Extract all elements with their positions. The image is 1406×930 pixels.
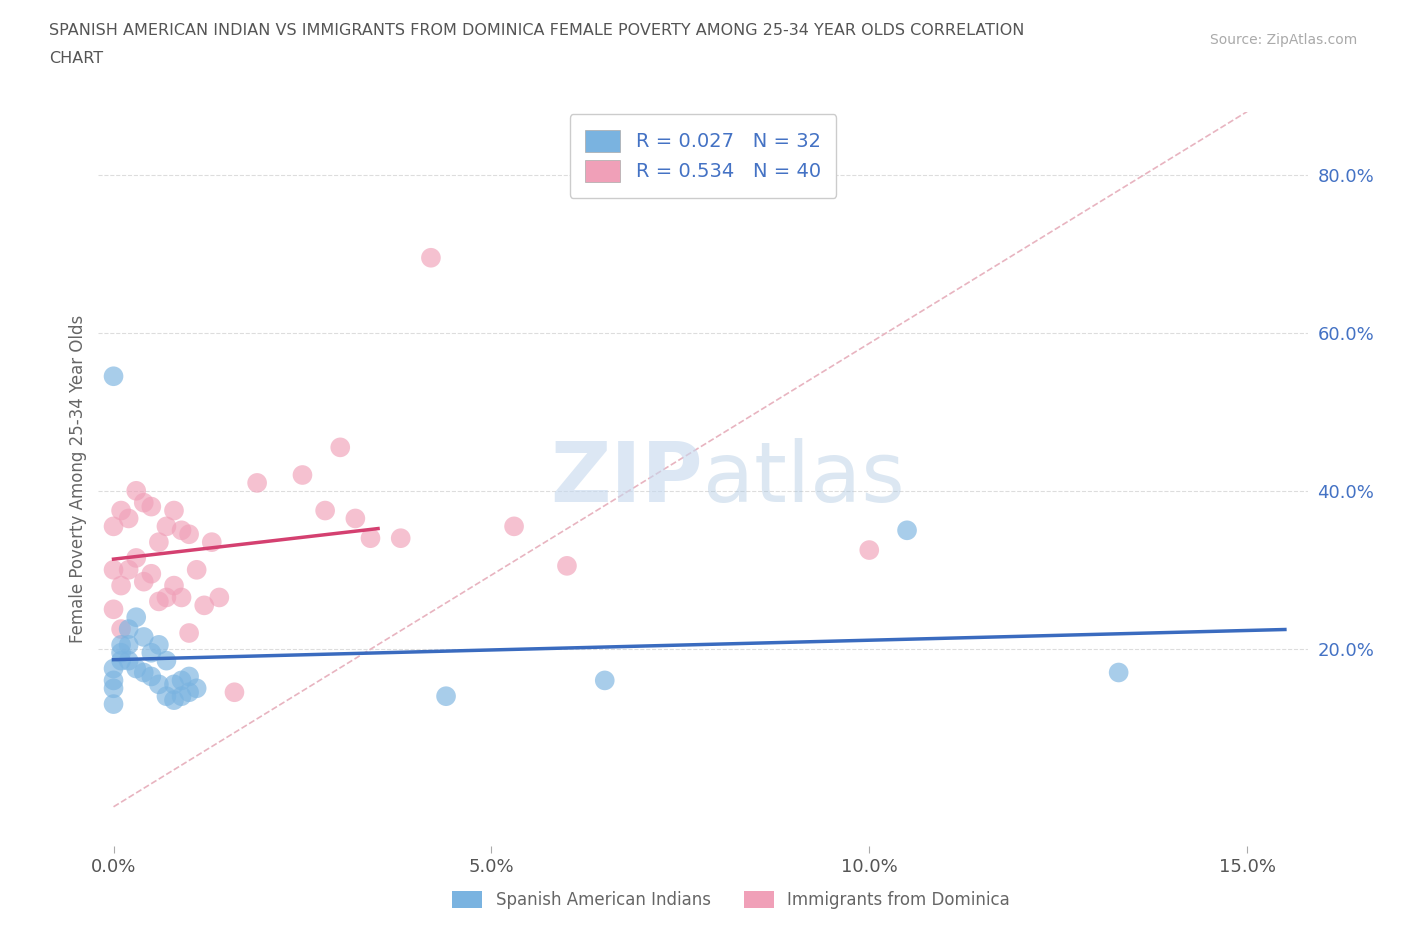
Point bbox=[155, 689, 177, 704]
Point bbox=[155, 653, 177, 668]
Point bbox=[179, 684, 201, 699]
Point bbox=[170, 689, 193, 704]
Point bbox=[163, 693, 186, 708]
Point bbox=[170, 523, 193, 538]
Point bbox=[420, 250, 443, 265]
Point bbox=[858, 542, 880, 557]
Point bbox=[110, 637, 132, 652]
Point bbox=[208, 590, 231, 604]
Text: CHART: CHART bbox=[49, 51, 103, 66]
Text: atlas: atlas bbox=[703, 438, 904, 520]
Point bbox=[186, 681, 208, 696]
Point bbox=[344, 511, 367, 525]
Point bbox=[118, 511, 141, 525]
Legend: R = 0.027   N = 32, R = 0.534   N = 40: R = 0.027 N = 32, R = 0.534 N = 40 bbox=[569, 114, 837, 198]
Point bbox=[201, 535, 224, 550]
Point bbox=[103, 519, 125, 534]
Point bbox=[118, 653, 141, 668]
Point bbox=[132, 495, 155, 510]
Point bbox=[896, 523, 918, 538]
Text: Source: ZipAtlas.com: Source: ZipAtlas.com bbox=[1209, 33, 1357, 46]
Point bbox=[125, 551, 148, 565]
Point bbox=[1108, 665, 1130, 680]
Point bbox=[103, 369, 125, 384]
Point bbox=[163, 503, 186, 518]
Point bbox=[179, 669, 201, 684]
Text: SPANISH AMERICAN INDIAN VS IMMIGRANTS FROM DOMINICA FEMALE POVERTY AMONG 25-34 Y: SPANISH AMERICAN INDIAN VS IMMIGRANTS FR… bbox=[49, 23, 1025, 38]
Point bbox=[132, 665, 155, 680]
Text: ZIP: ZIP bbox=[551, 438, 703, 520]
Point bbox=[125, 610, 148, 625]
Point bbox=[163, 677, 186, 692]
Point bbox=[179, 526, 201, 541]
Point bbox=[103, 697, 125, 711]
Point bbox=[246, 475, 269, 490]
Point bbox=[314, 503, 336, 518]
Point bbox=[291, 468, 314, 483]
Point bbox=[555, 558, 578, 573]
Point bbox=[593, 673, 616, 688]
Point bbox=[141, 566, 163, 581]
Point bbox=[132, 630, 155, 644]
Point bbox=[118, 563, 141, 578]
Y-axis label: Female Poverty Among 25-34 Year Olds: Female Poverty Among 25-34 Year Olds bbox=[69, 315, 87, 643]
Point bbox=[141, 645, 163, 660]
Point bbox=[148, 637, 170, 652]
Point bbox=[148, 594, 170, 609]
Point bbox=[110, 621, 132, 636]
Point bbox=[186, 563, 208, 578]
Point bbox=[118, 637, 141, 652]
Point bbox=[103, 681, 125, 696]
Point bbox=[193, 598, 215, 613]
Point bbox=[125, 661, 148, 676]
Point bbox=[360, 531, 382, 546]
Point bbox=[103, 673, 125, 688]
Point bbox=[170, 673, 193, 688]
Point bbox=[155, 519, 177, 534]
Point bbox=[103, 661, 125, 676]
Point bbox=[148, 535, 170, 550]
Point bbox=[132, 574, 155, 589]
Point bbox=[103, 563, 125, 578]
Point bbox=[110, 653, 132, 668]
Point bbox=[503, 519, 526, 534]
Point bbox=[224, 684, 246, 699]
Point bbox=[389, 531, 412, 546]
Point bbox=[170, 590, 193, 604]
Point bbox=[148, 677, 170, 692]
Point bbox=[141, 669, 163, 684]
Point bbox=[179, 626, 201, 641]
Point bbox=[155, 590, 177, 604]
Point bbox=[125, 484, 148, 498]
Point bbox=[329, 440, 352, 455]
Point bbox=[110, 503, 132, 518]
Point bbox=[141, 499, 163, 514]
Point bbox=[434, 689, 457, 704]
Legend: Spanish American Indians, Immigrants from Dominica: Spanish American Indians, Immigrants fro… bbox=[444, 883, 1018, 917]
Point bbox=[103, 602, 125, 617]
Point bbox=[110, 578, 132, 593]
Point bbox=[118, 621, 141, 636]
Point bbox=[110, 645, 132, 660]
Point bbox=[163, 578, 186, 593]
